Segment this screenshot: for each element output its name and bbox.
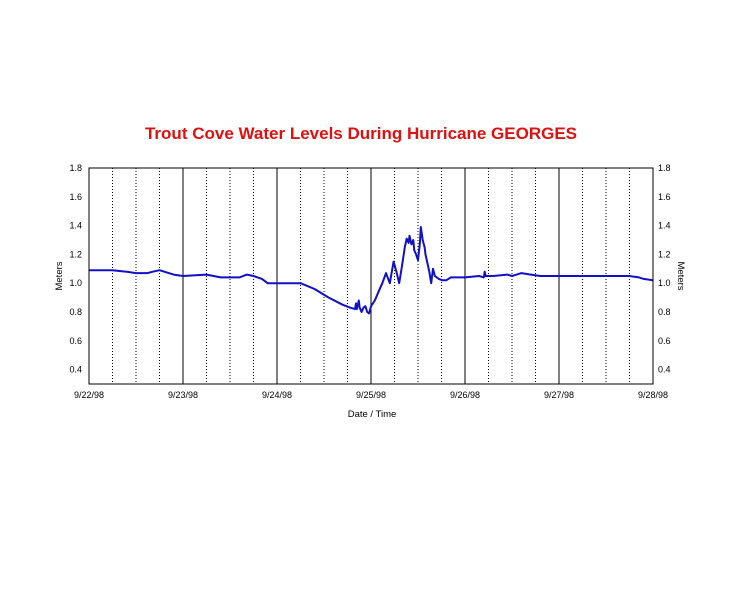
x-tick-label: 9/27/98 — [544, 390, 574, 400]
x-tick-label: 9/28/98 — [638, 390, 668, 400]
y-axis-title-left: Meters — [54, 261, 65, 290]
y-axis-title-right: Meters — [675, 261, 686, 290]
y-tick-label-left: 0.4 — [69, 365, 82, 375]
y-tick-label-left: 1.2 — [69, 249, 82, 259]
y-tick-label-right: 1.8 — [658, 163, 671, 173]
y-tick-label-right: 0.8 — [658, 307, 671, 317]
y-tick-label-left: 1.8 — [69, 163, 82, 173]
y-tick-label-right: 1.2 — [658, 249, 671, 259]
x-axis-title: Date / Time — [348, 409, 397, 420]
water-level-series-line — [89, 226, 654, 315]
x-tick-label: 9/23/98 — [168, 390, 198, 400]
y-tick-label-left: 1.6 — [69, 192, 82, 202]
y-tick-label-right: 1.6 — [658, 192, 671, 202]
x-tick-label: 9/24/98 — [262, 390, 292, 400]
y-tick-label-left: 0.6 — [69, 336, 82, 346]
y-tick-label-right: 0.6 — [658, 336, 671, 346]
x-tick-label: 9/26/98 — [450, 390, 480, 400]
chart-title: Trout Cove Water Levels During Hurricane… — [144, 124, 578, 143]
y-tick-label-left: 1.0 — [69, 278, 82, 288]
tick-labels: 0.4 0.4 0.6 0.6 0.8 0.8 1.0 1.0 1.2 1.2 1.4 1.4 1.6 1… — [69, 163, 670, 400]
y-tick-label-right: 1.4 — [658, 221, 671, 231]
y-tick-label-left: 1.4 — [69, 221, 82, 231]
y-tick-label-left: 0.8 — [69, 307, 82, 317]
x-tick-label: 9/22/98 — [74, 390, 104, 400]
x-tick-label: 9/25/98 — [356, 390, 386, 400]
y-tick-label-right: 0.4 — [658, 365, 671, 375]
plot-frame — [88, 167, 654, 385]
y-tick-label-right: 1.0 — [658, 278, 671, 288]
